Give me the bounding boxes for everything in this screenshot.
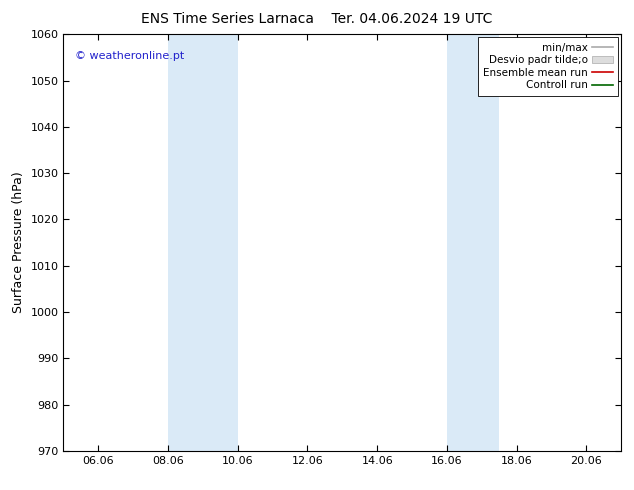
Text: © weatheronline.pt: © weatheronline.pt	[75, 51, 184, 61]
Y-axis label: Surface Pressure (hPa): Surface Pressure (hPa)	[12, 172, 25, 314]
Text: ENS Time Series Larnaca    Ter. 04.06.2024 19 UTC: ENS Time Series Larnaca Ter. 04.06.2024 …	[141, 12, 493, 26]
Bar	[447, 34, 500, 451]
Bar	[168, 34, 238, 451]
Legend: min/max, Desvio padr tilde;o, Ensemble mean run, Controll run: min/max, Desvio padr tilde;o, Ensemble m…	[478, 37, 618, 96]
